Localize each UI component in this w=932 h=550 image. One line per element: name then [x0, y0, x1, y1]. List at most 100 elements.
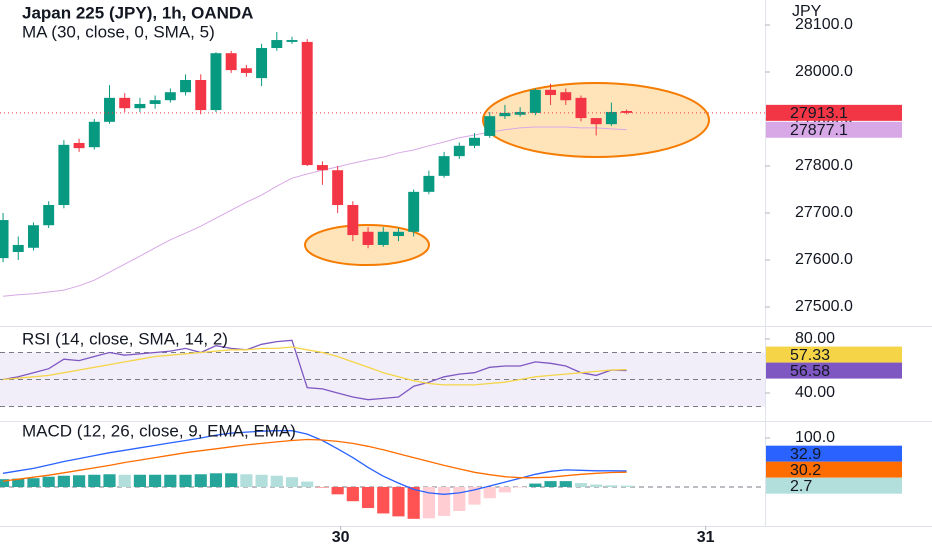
- histogram-bar: [285, 477, 299, 487]
- histogram-bar: [179, 474, 192, 487]
- indicator-title: RSI (14, close, SMA, 14, 2): [22, 329, 228, 348]
- candle-body: [560, 92, 572, 101]
- last-value-box: [766, 104, 902, 121]
- histogram-bar: [498, 486, 512, 493]
- candle-body: [332, 170, 344, 206]
- y-tick-label: 27800.0: [795, 157, 853, 174]
- last-value-box: [766, 445, 902, 462]
- candle-body: [225, 53, 237, 71]
- histogram-bar: [544, 481, 557, 487]
- histogram-bar: [574, 483, 588, 487]
- last-value-label: 57.33: [790, 347, 830, 364]
- candle-body: [256, 48, 268, 79]
- x-tick-label: 30: [332, 529, 350, 546]
- candle-body: [423, 175, 435, 192]
- last-value-label: 27877.1: [790, 122, 848, 139]
- currency-label: JPY: [792, 3, 822, 20]
- y-tick-label: 28100.0: [795, 16, 853, 33]
- last-value-box: [766, 121, 902, 138]
- y-tick-label: 40.00: [795, 384, 835, 401]
- indicator-line: [2, 126, 627, 297]
- candle-body: [104, 97, 115, 122]
- last-value-label: 32.9: [790, 446, 821, 463]
- candle-body: [529, 89, 541, 113]
- histogram-bar: [620, 485, 633, 487]
- candle-body: [316, 165, 328, 171]
- histogram-bar: [164, 474, 177, 487]
- candle-body: [469, 137, 480, 146]
- candle-body: [621, 111, 633, 113]
- last-value-box: [766, 477, 902, 494]
- y-tick-label: 100.0: [795, 429, 835, 446]
- histogram-bar: [422, 486, 435, 519]
- histogram-bar: [438, 486, 451, 516]
- candle-body: [58, 144, 70, 206]
- histogram-bar: [346, 486, 359, 502]
- candle-body: [0, 220, 9, 259]
- histogram-bar: [468, 486, 481, 505]
- candle-body: [149, 100, 161, 104]
- y-tick-label: 27600.0: [795, 251, 853, 268]
- histogram-bar: [559, 481, 572, 487]
- histogram-bar: [88, 474, 101, 487]
- histogram-bar: [407, 486, 420, 519]
- histogram-bar: [453, 486, 466, 511]
- candle-body: [180, 79, 192, 93]
- candle-body: [73, 142, 85, 149]
- candle-body: [499, 112, 511, 117]
- histogram-bar: [209, 473, 223, 487]
- indicator-title: MA (30, close, 0, SMA, 5): [22, 22, 215, 41]
- candle-body: [590, 118, 602, 125]
- y-tick-label: 80.00: [795, 330, 835, 347]
- histogram-bar: [27, 478, 40, 487]
- last-value-box: [766, 362, 902, 379]
- histogram-bar: [270, 475, 283, 487]
- histogram-bar: [118, 474, 131, 487]
- histogram-bar: [0, 479, 10, 487]
- histogram-bar: [240, 474, 253, 487]
- last-value-box: [766, 346, 902, 363]
- histogram-bar: [42, 476, 55, 487]
- candle-body: [271, 40, 283, 49]
- candle-body: [27, 225, 39, 248]
- candle-body: [408, 191, 420, 232]
- indicator-title: MACD (12, 26, close, 9, EMA, EMA): [22, 421, 296, 440]
- candle-body: [347, 205, 359, 236]
- candle-body: [514, 111, 526, 115]
- histogram-bar: [301, 481, 314, 487]
- histogram-bar: [225, 473, 238, 487]
- candle-body: [119, 97, 131, 109]
- candle-body: [545, 89, 557, 96]
- indicator-line: [2, 346, 627, 386]
- histogram-bar: [529, 483, 542, 487]
- candle-body: [301, 41, 313, 166]
- last-value-label: 56.58: [790, 363, 830, 380]
- y-tick-label: 28000.0: [795, 63, 853, 80]
- y-tick-label: 27700.0: [795, 204, 853, 221]
- candle-body: [286, 40, 298, 42]
- histogram-bar: [133, 474, 147, 487]
- candle-body: [362, 231, 374, 245]
- histogram-bar: [361, 486, 375, 509]
- y-tick-label: 27500.0: [795, 298, 853, 315]
- histogram-bar: [605, 485, 618, 487]
- candle-body: [377, 231, 389, 245]
- histogram-bar: [392, 486, 405, 517]
- candle-body: [210, 53, 222, 111]
- candle-body: [605, 111, 617, 125]
- indicator-line: [2, 438, 627, 482]
- x-tick-label: 31: [697, 529, 715, 546]
- candle-body: [43, 205, 55, 226]
- marks: 28100.028000.027900.027800.027700.027600…: [0, 16, 902, 546]
- candle-body: [453, 145, 465, 157]
- candle-body: [240, 68, 252, 73]
- candle-body: [134, 103, 146, 109]
- histogram-bar: [103, 474, 116, 487]
- candle-body: [88, 121, 100, 148]
- last-value-label: 27913.1: [790, 105, 848, 122]
- last-value-label: 2.7: [790, 478, 812, 495]
- last-value-box: [766, 461, 902, 478]
- histogram-bar: [590, 484, 603, 487]
